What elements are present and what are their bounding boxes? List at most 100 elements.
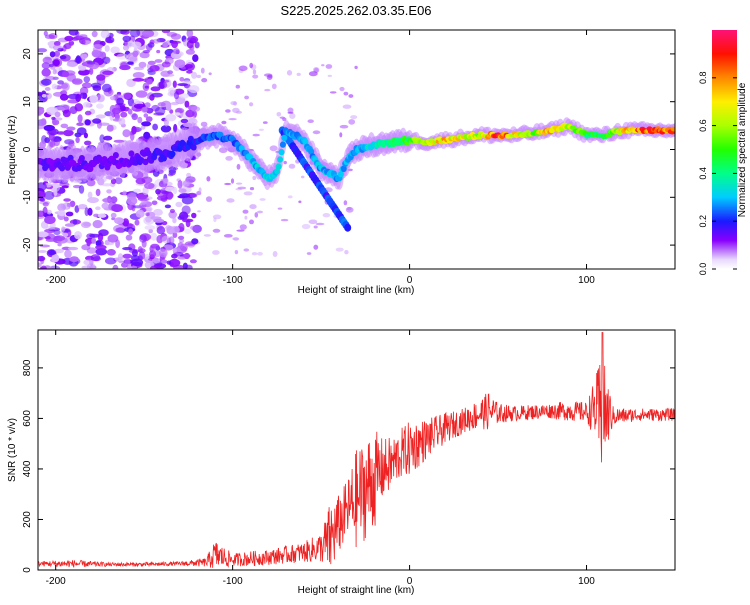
noise-blob (198, 187, 202, 194)
snr-frame (37, 329, 676, 571)
ridge-core (169, 150, 176, 158)
noise-blob (110, 212, 117, 218)
noise-blob (81, 265, 94, 269)
noise-blob (66, 126, 76, 131)
noise-blob (51, 254, 60, 263)
noise-blob (47, 249, 56, 256)
noise-blob (327, 74, 332, 77)
noise-blob (133, 188, 142, 193)
noise-blob (335, 247, 344, 252)
noise-blob (44, 87, 51, 91)
snr-line (38, 332, 675, 568)
noise-blob (62, 109, 71, 118)
noise-blob (144, 225, 156, 231)
ridge-core (112, 152, 119, 159)
noise-blob (78, 185, 85, 194)
noise-blob (200, 67, 205, 74)
noise-blob (110, 46, 120, 54)
noise-blob (283, 160, 287, 165)
noise-blob (150, 265, 160, 269)
ridge-core (281, 134, 288, 142)
noise-blob (137, 246, 143, 253)
noise-blob (42, 206, 48, 215)
noise-blob (78, 34, 88, 39)
noise-blob (99, 134, 105, 143)
noise-blob (151, 92, 163, 98)
ridge-core (279, 141, 286, 148)
noise-blob (189, 37, 197, 44)
noise-blob (162, 178, 168, 185)
noise-blob (128, 228, 134, 235)
noise-blob (115, 227, 125, 233)
noise-blob (150, 232, 158, 241)
noise-blob (173, 91, 180, 100)
ridge-core (340, 165, 347, 172)
noise-blob (84, 207, 89, 217)
noise-blob (287, 107, 294, 114)
snr-y-label: SNR (10 * v/v) (7, 418, 18, 482)
x-tick-label: -100 (223, 275, 243, 286)
noise-blob (71, 78, 83, 85)
noise-blob (165, 191, 174, 200)
noise-blob (289, 113, 296, 119)
x-tick-label: -200 (46, 275, 66, 286)
noise-blob (41, 78, 52, 86)
noise-blob (41, 94, 47, 98)
noise-blob (243, 191, 253, 196)
noise-blob (163, 73, 175, 77)
noise-blob (95, 188, 101, 197)
noise-blob (45, 226, 56, 230)
ridge-core (87, 165, 94, 173)
spectrogram-marks (38, 30, 675, 269)
noise-blob (101, 183, 113, 187)
noise-blob (343, 200, 348, 206)
noise-blob (67, 93, 80, 100)
noise-blob (156, 235, 164, 244)
noise-blob (93, 213, 100, 218)
noise-blob (187, 192, 198, 199)
noise-blob (64, 35, 74, 42)
noise-blob (237, 186, 247, 190)
noise-blob (269, 145, 278, 152)
noise-blob (151, 200, 158, 206)
noise-blob (127, 108, 133, 115)
noise-blob (168, 166, 177, 174)
noise-blob (40, 265, 47, 269)
noise-blob (89, 233, 100, 238)
noise-blob (325, 64, 333, 69)
noise-blob (92, 85, 102, 92)
noise-blob (92, 118, 102, 124)
noise-blob (111, 204, 123, 213)
noise-blob (139, 51, 150, 59)
noise-blob (137, 116, 143, 124)
noise-blob (45, 236, 51, 240)
noise-blob (238, 65, 248, 72)
noise-blob (307, 119, 314, 123)
noise-blob (182, 218, 194, 223)
noise-blob (91, 237, 97, 244)
noise-blob (152, 123, 159, 131)
noise-blob (57, 242, 62, 247)
noise-blob (159, 248, 168, 258)
noise-blob (49, 51, 56, 58)
noise-blob (249, 204, 257, 210)
noise-blob (306, 252, 312, 255)
noise-blob (276, 112, 282, 117)
noise-blob (116, 53, 129, 60)
noise-blob (62, 45, 67, 52)
noise-blob (190, 225, 198, 231)
noise-blob (191, 212, 197, 219)
noise-blob (343, 91, 349, 96)
noise-blob (191, 238, 199, 245)
noise-blob (171, 40, 179, 49)
noise-blob (38, 262, 42, 268)
noise-blob (59, 104, 70, 110)
noise-blob (162, 42, 169, 48)
noise-blob (288, 163, 296, 169)
noise-blob (177, 242, 184, 249)
y-tick-label: -10 (22, 190, 33, 205)
noise-blob (172, 80, 177, 88)
colorbar-tick-label: 0.8 (698, 72, 708, 85)
noise-blob (51, 116, 56, 120)
noise-blob (53, 44, 63, 51)
